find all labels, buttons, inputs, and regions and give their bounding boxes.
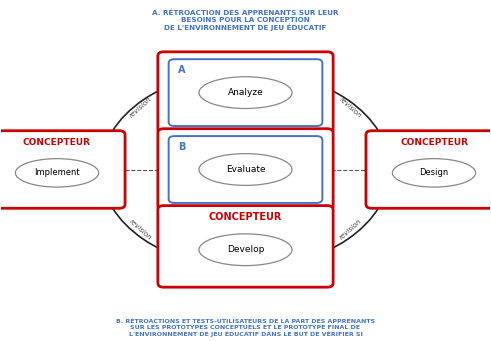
Text: Develop: Develop: [227, 245, 264, 254]
Text: B. RÉTROACTIONS ET TESTS-UTILISATEURS DE LA PART DES APPRENANTS
SUR LES PROTOTYP: B. RÉTROACTIONS ET TESTS-UTILISATEURS DE…: [116, 319, 375, 337]
FancyBboxPatch shape: [0, 131, 125, 208]
Text: CONCEPTEUR: CONCEPTEUR: [400, 138, 468, 147]
FancyBboxPatch shape: [168, 59, 323, 126]
Text: Design: Design: [419, 168, 449, 177]
FancyBboxPatch shape: [158, 52, 333, 133]
FancyBboxPatch shape: [158, 206, 333, 287]
Text: Implement: Implement: [34, 168, 80, 177]
Text: A. RÉTROACTION DES APPRENANTS SUR LEUR
BESOINS POUR LA CONCEPTION
DE L'ENVIRONNE: A. RÉTROACTION DES APPRENANTS SUR LEUR B…: [152, 9, 339, 31]
Text: A: A: [178, 65, 186, 75]
Text: CONCEPTEUR: CONCEPTEUR: [23, 138, 91, 147]
FancyBboxPatch shape: [366, 131, 491, 208]
Text: revision: revision: [129, 218, 153, 241]
Text: revision: revision: [128, 96, 153, 119]
FancyBboxPatch shape: [158, 129, 333, 210]
Text: B: B: [178, 142, 186, 152]
Text: Evaluate: Evaluate: [226, 165, 265, 174]
Text: CONCEPTEUR: CONCEPTEUR: [209, 212, 282, 222]
Text: revision: revision: [338, 218, 363, 241]
Text: revision: revision: [338, 96, 362, 119]
Text: Analyze: Analyze: [228, 88, 263, 97]
FancyBboxPatch shape: [168, 136, 323, 203]
